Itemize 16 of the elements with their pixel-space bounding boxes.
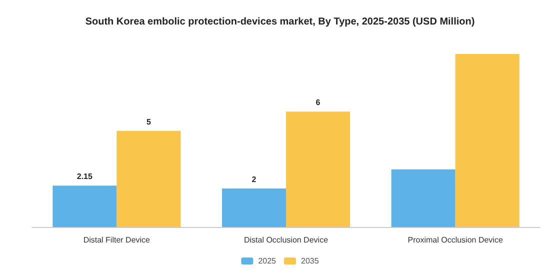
x-tick-label: Distal Occlusion Device bbox=[244, 236, 329, 244]
legend-label: 2025 bbox=[258, 256, 277, 266]
data-label: 2 bbox=[252, 175, 257, 184]
bar bbox=[52, 186, 117, 227]
chart-title: South Korea embolic protection-devices market, By Type, 2025-2035 (USD Million) bbox=[85, 16, 475, 28]
bar bbox=[455, 54, 520, 227]
data-label: 2.15 bbox=[76, 172, 93, 182]
x-tick-label: Proximal Occlusion Device bbox=[408, 236, 504, 244]
data-label: 5 bbox=[146, 117, 152, 126]
bar bbox=[286, 112, 350, 227]
legend-label: 2035 bbox=[301, 256, 320, 266]
x-tick-label: Distal Filter Device bbox=[83, 236, 151, 244]
bar bbox=[222, 188, 286, 227]
bar bbox=[391, 169, 456, 227]
bar bbox=[116, 130, 181, 227]
data-label: 6 bbox=[316, 98, 321, 108]
